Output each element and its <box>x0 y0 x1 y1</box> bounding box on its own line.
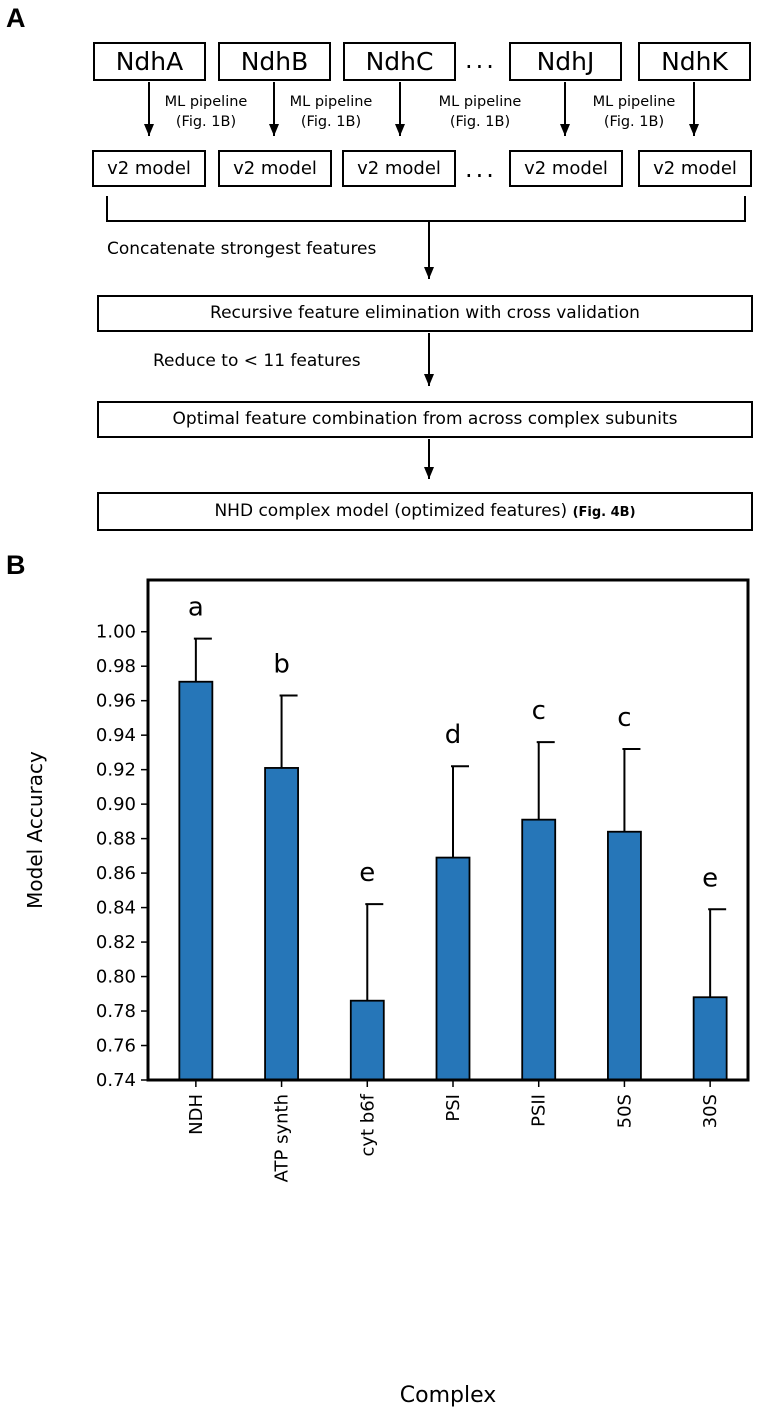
pipeline-label-1: ML pipeline (Fig. 1B) <box>146 92 266 132</box>
rfecv-box: Recursive feature elimination with cross… <box>97 295 753 332</box>
pipeline-label-2-line2: (Fig. 1B) <box>300 114 362 130</box>
concat-bracket <box>106 196 746 222</box>
y-tick-label: 0.88 <box>96 829 136 850</box>
y-tick-label: 0.86 <box>96 863 136 884</box>
y-tick-label: 0.96 <box>96 691 136 712</box>
significance-letter: e <box>702 863 718 893</box>
pipeline-label-4-line1: ML pipeline <box>592 94 676 110</box>
x-axis-label: Complex <box>400 1383 497 1408</box>
pipeline-label-1-line1: ML pipeline <box>164 94 248 110</box>
y-tick-label: 0.84 <box>96 898 136 919</box>
final-model-label: NHD complex model (optimized features) <box>214 501 568 521</box>
y-tick-label: 0.92 <box>96 760 136 781</box>
subunit-ellipsis: ... <box>465 46 497 74</box>
x-tick-label: ATP synth <box>272 1094 293 1182</box>
model-box-3: v2 model <box>342 150 456 187</box>
bar-atp-synth <box>264 767 299 1081</box>
model-box-5: v2 model <box>638 150 752 187</box>
significance-letter: e <box>359 858 375 888</box>
panel-b-letter: B <box>6 550 26 580</box>
model-box-4: v2 model <box>509 150 623 187</box>
significance-letter: d <box>445 720 462 750</box>
x-tick-label: cyt b6f <box>357 1093 378 1156</box>
x-tick-label: 50S <box>614 1094 635 1128</box>
pipeline-label-4-line2: (Fig. 1B) <box>603 114 665 130</box>
bar-ndh <box>178 680 214 1081</box>
y-tick-label: 0.78 <box>96 1001 136 1022</box>
bar-cyt-b6f <box>349 999 385 1081</box>
pipeline-label-3-line2: (Fig. 1B) <box>449 114 511 130</box>
y-tick-label: 0.90 <box>96 794 136 815</box>
concat-label: Concatenate strongest features <box>107 239 377 259</box>
pipeline-label-3: ML pipeline (Fig. 1B) <box>420 92 540 132</box>
pipeline-label-1-line2: (Fig. 1B) <box>175 114 237 130</box>
subunit-box-ndhk: NdhK <box>638 42 751 81</box>
subunit-box-ndhc: NdhC <box>343 42 456 81</box>
subunit-box-ndhj: NdhJ <box>509 42 622 81</box>
pipeline-label-3-line1: ML pipeline <box>438 94 522 110</box>
reduce-label: Reduce to < 11 features <box>153 351 361 371</box>
x-tick-label: NDH <box>186 1094 207 1135</box>
bar-30s <box>692 996 728 1081</box>
bar-psii <box>521 818 557 1081</box>
y-tick-label: 1.00 <box>96 622 136 643</box>
significance-letter: a <box>188 593 204 623</box>
bar-psi <box>435 856 471 1081</box>
x-tick-label: PSII <box>529 1094 550 1127</box>
y-axis-label: Model Accuracy <box>23 751 47 909</box>
plot-frame <box>146 578 750 1082</box>
optimal-box: Optimal feature combination from across … <box>97 401 753 438</box>
flow-arrows <box>106 82 746 479</box>
x-tick-label: PSI <box>443 1094 464 1122</box>
final-model-box: NHD complex model (optimized features) (… <box>97 492 753 531</box>
bar-50s <box>607 830 642 1081</box>
pipeline-label-4: ML pipeline (Fig. 1B) <box>574 92 694 132</box>
y-tick-label: 0.98 <box>96 656 136 677</box>
significance-letter: c <box>617 703 631 733</box>
y-tick-label: 0.74 <box>96 1070 136 1091</box>
significance-letter: c <box>532 696 546 726</box>
model-box-1: v2 model <box>92 150 206 187</box>
y-tick-label: 0.76 <box>96 1036 136 1057</box>
final-model-ref: (Fig. 4B) <box>572 505 636 520</box>
panel-a-letter: A <box>6 3 26 33</box>
subunit-box-ndha: NdhA <box>93 42 206 81</box>
y-tick-label: 0.80 <box>96 967 136 988</box>
pipeline-label-2-line1: ML pipeline <box>289 94 373 110</box>
model-box-2: v2 model <box>218 150 332 187</box>
y-tick-label: 0.82 <box>96 932 136 953</box>
y-tick-label: 0.94 <box>96 725 136 746</box>
pipeline-label-2: ML pipeline (Fig. 1B) <box>271 92 391 132</box>
model-ellipsis: ... <box>465 155 497 183</box>
x-tick-label: 30S <box>700 1094 721 1128</box>
significance-letter: b <box>273 650 290 680</box>
subunit-box-ndhb: NdhB <box>218 42 331 81</box>
